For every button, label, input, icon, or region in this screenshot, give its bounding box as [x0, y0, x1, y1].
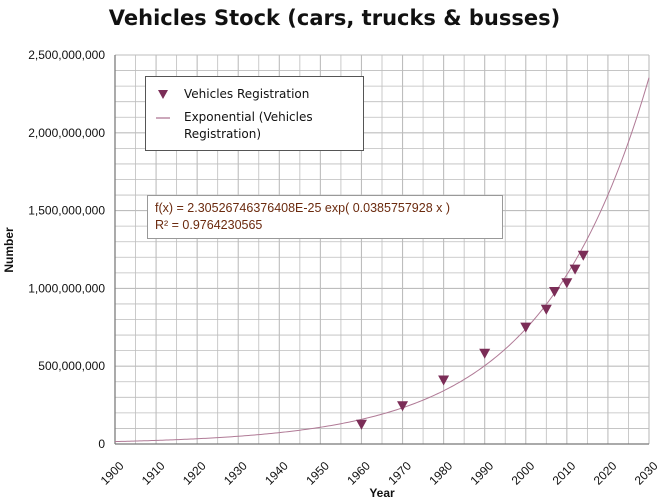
y-tick-label: 2,000,000,000 — [28, 126, 105, 140]
data-point — [397, 401, 409, 412]
data-point — [577, 250, 589, 261]
chart-title: Vehicles Stock (cars, trucks & busses) — [108, 6, 561, 30]
x-tick-label: 2000 — [509, 459, 538, 488]
axes — [114, 55, 649, 445]
x-tick-label: 2020 — [591, 459, 620, 488]
legend-label-points: Vehicles Registration — [184, 87, 310, 101]
x-tick-label: 1990 — [467, 459, 496, 488]
y-tick-label: 0 — [98, 437, 105, 451]
x-tick-label: 1970 — [385, 459, 414, 488]
y-axis-label: Number — [2, 227, 16, 273]
y-tick-label: 1,500,000,000 — [28, 204, 105, 218]
x-tick-label: 2010 — [550, 459, 579, 488]
legend: Vehicles Registration Exponential (Vehic… — [145, 76, 364, 151]
x-tick-label: 1950 — [303, 459, 332, 488]
data-point — [569, 264, 581, 275]
x-tick-label: 1920 — [180, 459, 209, 488]
x-tick-label: 1960 — [344, 459, 373, 488]
data-point — [549, 287, 561, 298]
trendline-layer — [114, 77, 650, 443]
legend-entry-trend: Exponential (Vehicles Registration) — [156, 109, 354, 143]
x-tick-label: 1900 — [98, 459, 127, 488]
triangle-down-icon — [158, 89, 168, 99]
data-point — [561, 278, 573, 289]
legend-label-trend: Exponential (Vehicles Registration) — [184, 110, 313, 141]
line-swatch-icon — [156, 117, 170, 119]
data-point — [540, 304, 552, 315]
x-tick-label: 1940 — [262, 459, 291, 488]
x-tick-label: 2030 — [632, 459, 661, 488]
y-tick-label: 500,000,000 — [38, 359, 105, 373]
y-tick-label: 2,500,000,000 — [28, 48, 105, 62]
trendline-r-squared: R² = 0.9764230565 — [155, 218, 263, 232]
x-axis-label: Year — [369, 486, 395, 500]
data-point — [479, 348, 491, 359]
trendline-equation-box: f(x) = 2.30526746376408E-25 exp( 0.03857… — [147, 195, 503, 239]
data-point — [438, 375, 450, 386]
y-tick-label: 1,000,000,000 — [28, 281, 105, 295]
x-tick-label: 1980 — [426, 459, 455, 488]
data-point — [520, 322, 532, 333]
data-points — [355, 250, 589, 430]
trendline-equation: f(x) = 2.30526746376408E-25 exp( 0.03857… — [155, 201, 451, 215]
legend-entry-points: Vehicles Registration — [156, 86, 354, 103]
data-point — [355, 419, 367, 430]
trendline-path — [114, 77, 650, 443]
x-tick-label: 1910 — [139, 459, 168, 488]
x-tick-label: 1930 — [221, 459, 250, 488]
